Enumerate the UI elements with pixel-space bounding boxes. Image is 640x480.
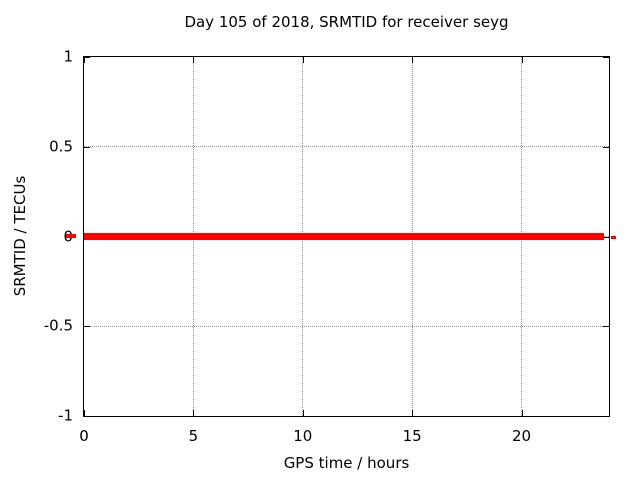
y-tick-left <box>84 57 90 58</box>
y-tick-left <box>84 326 90 328</box>
y-tick-right <box>603 416 609 417</box>
x-tick-bottom <box>521 410 523 416</box>
x-tick-bottom <box>193 410 195 416</box>
y-tick-right <box>603 146 609 148</box>
y-gridline <box>84 325 609 327</box>
x-tick-top <box>302 57 304 63</box>
x-tick-top <box>412 57 414 63</box>
x-tick-top <box>84 57 85 63</box>
y-tick-label: -1 <box>58 406 73 425</box>
y-tick-label: 1 <box>63 47 73 66</box>
x-tick-label: 15 <box>402 427 422 445</box>
x-tick-label: 20 <box>511 427 532 445</box>
x-tick-top <box>521 57 523 63</box>
x-tick-bottom <box>84 410 85 416</box>
series-edge-mark-left <box>66 234 76 238</box>
y-tick-label: 0.5 <box>49 137 73 156</box>
x-tick-bottom <box>302 410 304 416</box>
x-tick-label: 5 <box>188 427 199 445</box>
series-line-srmtid <box>84 233 604 240</box>
y-gridline <box>84 146 609 148</box>
series-edge-mark-right <box>611 236 616 239</box>
y-tick-label: -0.5 <box>43 316 73 335</box>
x-tick-label: 10 <box>293 427 313 445</box>
y-tick-right <box>603 236 609 238</box>
plot-area <box>83 56 610 417</box>
chart-title: Day 105 of 2018, SRMTID for receiver sey… <box>184 13 509 31</box>
x-tick-label: 0 <box>79 427 89 445</box>
y-tick-label: 0 <box>0 228 73 245</box>
y-tick-right <box>603 326 609 328</box>
y-tick-left <box>84 416 90 417</box>
y-tick-right <box>603 57 609 58</box>
x-tick-bottom <box>412 410 414 416</box>
x-tick-top <box>193 57 195 63</box>
x-axis-label: GPS time / hours <box>283 454 410 472</box>
y-tick-left <box>84 146 90 148</box>
